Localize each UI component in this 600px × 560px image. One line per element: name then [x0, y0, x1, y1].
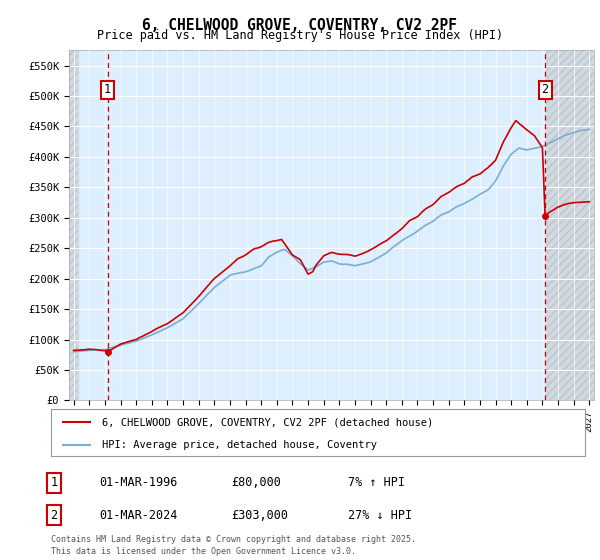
Text: 01-MAR-2024: 01-MAR-2024	[99, 508, 178, 522]
Bar	[547, 50, 594, 400]
Text: 6, CHELWOOD GROVE, COVENTRY, CV2 2PF: 6, CHELWOOD GROVE, COVENTRY, CV2 2PF	[143, 18, 458, 33]
Bar	[547, 50, 594, 400]
Text: 7% ↑ HPI: 7% ↑ HPI	[348, 476, 405, 489]
Text: £80,000: £80,000	[231, 476, 281, 489]
Text: 01-MAR-1996: 01-MAR-1996	[99, 476, 178, 489]
Text: 27% ↓ HPI: 27% ↓ HPI	[348, 508, 412, 522]
Text: 1: 1	[104, 83, 111, 96]
Text: £303,000: £303,000	[231, 508, 288, 522]
Text: 1: 1	[50, 476, 58, 489]
Text: 2: 2	[50, 508, 58, 522]
Bar	[69, 50, 77, 400]
Bar	[69, 50, 77, 400]
Text: Contains HM Land Registry data © Crown copyright and database right 2025.
This d: Contains HM Land Registry data © Crown c…	[51, 535, 416, 556]
Text: 6, CHELWOOD GROVE, COVENTRY, CV2 2PF (detached house): 6, CHELWOOD GROVE, COVENTRY, CV2 2PF (de…	[102, 417, 433, 427]
Text: Price paid vs. HM Land Registry's House Price Index (HPI): Price paid vs. HM Land Registry's House …	[97, 29, 503, 42]
Text: 2: 2	[542, 83, 548, 96]
Text: HPI: Average price, detached house, Coventry: HPI: Average price, detached house, Cove…	[102, 440, 377, 450]
